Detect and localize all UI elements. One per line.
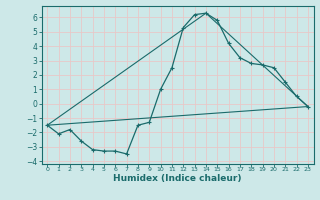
X-axis label: Humidex (Indice chaleur): Humidex (Indice chaleur) [113,174,242,183]
